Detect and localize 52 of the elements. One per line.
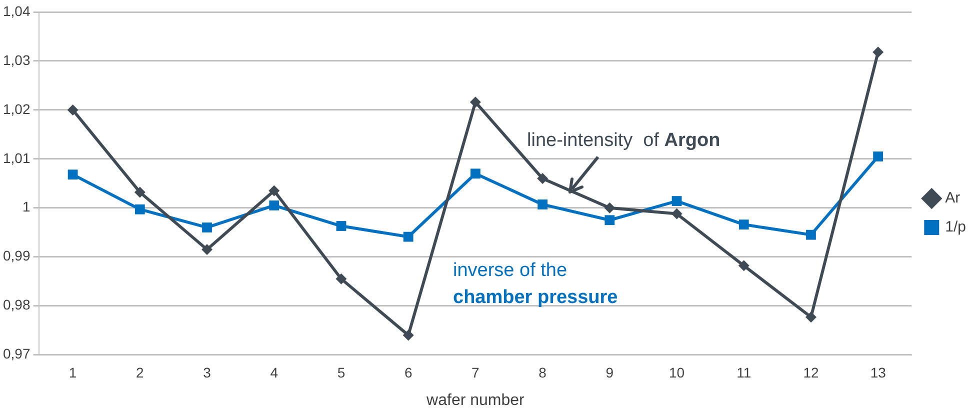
point — [872, 46, 884, 58]
annotation: line-intensity of Argon — [527, 130, 720, 151]
annotation: inverse of the chamber pressure — [453, 260, 618, 308]
point — [538, 200, 548, 210]
point — [67, 104, 78, 116]
point — [403, 232, 414, 242]
y-tick-label: 1,02 — [3, 100, 30, 117]
point — [68, 170, 78, 180]
point — [269, 200, 280, 210]
point — [470, 96, 481, 108]
x-tick-label: 13 — [870, 364, 886, 381]
x-tick-label: 5 — [337, 364, 346, 381]
point — [604, 202, 616, 214]
point — [672, 196, 682, 206]
point — [738, 260, 750, 272]
point — [268, 185, 280, 196]
y-tick-label: 0,99 — [3, 248, 30, 264]
point — [805, 312, 816, 323]
x-tick-label: 1 — [68, 364, 77, 381]
x-tick-label: 10 — [668, 364, 685, 381]
point — [604, 215, 615, 226]
point — [402, 330, 414, 341]
y-tick-label: 1 — [22, 198, 30, 215]
x-tick-label: 3 — [203, 364, 212, 381]
x-tick-label: 2 — [136, 364, 144, 381]
y-tick-label: 0,98 — [3, 296, 30, 313]
point — [671, 208, 682, 220]
x-tick-label: 6 — [404, 364, 412, 381]
x-tick-label: 7 — [472, 364, 480, 381]
point — [336, 221, 346, 231]
point — [738, 220, 749, 230]
x-axis-title: wafer number — [426, 392, 526, 409]
legend-label: Ar — [945, 190, 960, 207]
x-tick-label: 11 — [736, 364, 752, 381]
x-tick-label: 8 — [538, 364, 547, 381]
point — [202, 222, 212, 232]
point — [134, 204, 145, 214]
y-tick-label: 1,03 — [3, 52, 30, 68]
x-tick-label: 4 — [270, 364, 278, 381]
x-tick-label: 12 — [803, 364, 819, 381]
point — [806, 230, 816, 240]
point — [202, 244, 213, 256]
y-tick-label: 1,04 — [3, 2, 30, 19]
point — [537, 173, 548, 184]
point — [134, 186, 146, 198]
point — [470, 168, 480, 179]
legend-label: 1/p — [945, 218, 966, 236]
point — [336, 273, 347, 284]
y-tick-label: 1,01 — [3, 150, 30, 166]
point — [873, 152, 884, 162]
x-tick-label: 9 — [606, 364, 614, 381]
y-tick-label: 0,97 — [3, 346, 30, 362]
